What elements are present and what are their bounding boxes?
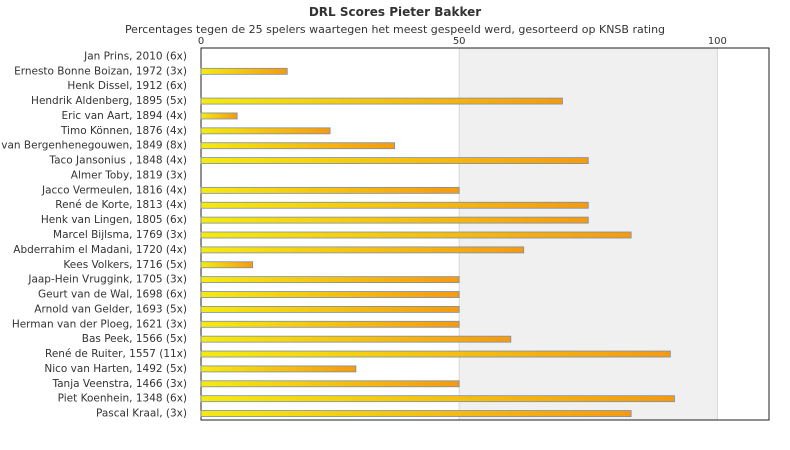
category-label: Arnold van Gelder, 1693 (5x) [34, 303, 187, 315]
bar [200, 97, 563, 105]
bar [200, 201, 589, 209]
bar [200, 186, 460, 194]
bar [200, 261, 254, 269]
x-tick-label: 100 [708, 36, 727, 47]
category-label: René de Ruiter, 1557 (11x) [45, 348, 187, 360]
category-label: Abderrahim el Madani, 1720 (4x) [13, 244, 187, 256]
category-label: Taco Jansonius , 1848 (4x) [48, 155, 187, 167]
x-tick-label: 50 [453, 36, 466, 47]
category-label: Timo Können, 1876 (4x) [60, 125, 187, 137]
category-label: Jaap-Hein Vruggink, 1705 (3x) [27, 274, 187, 286]
bar [200, 246, 525, 254]
x-tick-label: 0 [198, 36, 204, 47]
bar [200, 216, 589, 224]
chart-title: DRL Scores Pieter Bakker [309, 5, 481, 19]
bar [200, 67, 288, 75]
category-label: Bas Peek, 1566 (5x) [82, 333, 187, 345]
category-label: Jan Prins, 2010 (6x) [83, 50, 187, 62]
category-label: Nico van Harten, 1492 (5x) [44, 363, 187, 375]
category-label: Piet Koenhein, 1348 (6x) [58, 393, 187, 405]
chart-subtitle: Percentages tegen de 25 spelers waartege… [125, 23, 665, 36]
bar [200, 320, 460, 328]
category-label: Kees Volkers, 1716 (5x) [63, 259, 187, 271]
bar [200, 142, 396, 150]
bar [200, 335, 512, 343]
bar [200, 276, 460, 284]
category-label: Pascal Kraal, (3x) [96, 408, 187, 420]
bar [200, 395, 675, 403]
bar [200, 350, 671, 358]
bar [200, 305, 460, 313]
category-label: Henk van Lingen, 1805 (6x) [41, 214, 187, 226]
category-label: Almer Toby, 1819 (3x) [71, 169, 187, 181]
category-label: Ernesto Bonne Boizan, 1972 (3x) [14, 65, 187, 77]
bar [200, 365, 357, 373]
bar [200, 291, 460, 298]
bar [200, 112, 238, 120]
bar [200, 231, 632, 239]
category-label: van Bergenhenegouwen, 1849 (8x) [1, 140, 187, 152]
category-label: René de Korte, 1813 (4x) [55, 199, 187, 211]
category-label: Hendrik Aldenberg, 1895 (5x) [31, 95, 187, 107]
bar [200, 157, 589, 165]
category-label: Eric van Aart, 1894 (4x) [62, 110, 188, 122]
category-label: Tanja Veenstra, 1466 (3x) [51, 378, 187, 390]
plot-area: 0 50 100 Jan Prins, 2010 (6x) Ernesto Bonne … [1, 36, 770, 421]
category-label: Marcel Bijlsma, 1769 (3x) [53, 229, 187, 241]
category-label: Herman van der Ploeg, 1621 (3x) [12, 318, 187, 330]
bar [200, 410, 632, 417]
bar [200, 127, 331, 135]
bar [200, 380, 460, 388]
category-label: Jacco Vermeulen, 1816 (4x) [41, 184, 187, 196]
category-label: Geurt van de Wal, 1698 (6x) [38, 289, 187, 301]
category-label: Henk Dissel, 1912 (6x) [67, 80, 187, 92]
